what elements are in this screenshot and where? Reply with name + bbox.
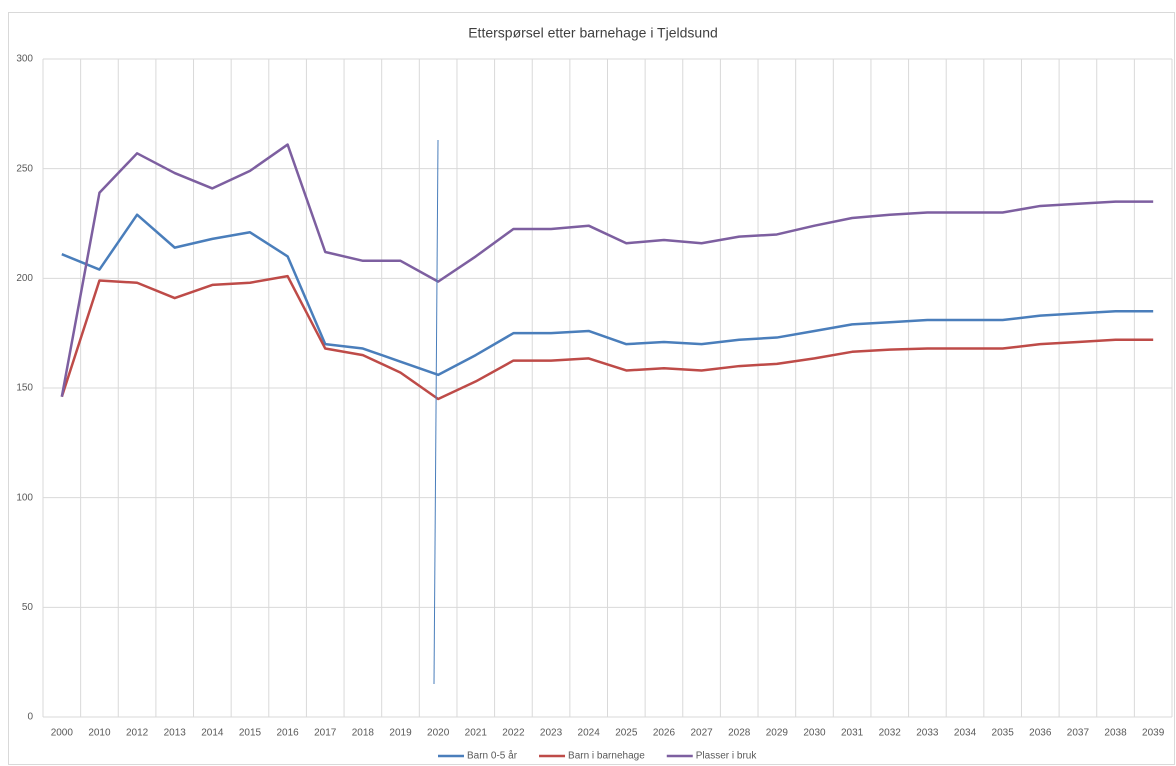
y-tick-label: 150 — [16, 383, 33, 394]
legend: Barn 0-5 år Barn i barnehage Plasser i bru… — [438, 750, 757, 762]
grid: 0 50 100 150 200 250 300 2000 2010 2012 2013 2014 20… — [16, 54, 1173, 739]
x-tick-label: 2037 — [1067, 728, 1090, 739]
x-tick-label: 2012 — [126, 728, 149, 739]
legend-label: Plasser i bruk — [696, 751, 758, 762]
x-tick-label: 2022 — [502, 728, 525, 739]
x-tick-label: 2016 — [276, 728, 299, 739]
x-tick-label: 2025 — [615, 728, 638, 739]
x-tick-label: 2017 — [314, 728, 337, 739]
series-line — [61, 213, 1154, 377]
x-tick-label: 2039 — [1142, 728, 1165, 739]
x-tick-label: 2015 — [239, 728, 262, 739]
legend-label: Barn i barnehage — [568, 751, 645, 762]
x-tick-label: 2032 — [879, 728, 902, 739]
y-tick-label: 0 — [27, 712, 33, 723]
x-tick-label: 2030 — [803, 728, 826, 739]
y-tick-label: 200 — [16, 273, 33, 284]
x-tick-label: 2000 — [51, 728, 74, 739]
x-tick-label: 2010 — [88, 728, 111, 739]
x-tick-label: 2038 — [1104, 728, 1127, 739]
y-tick-label: 250 — [16, 163, 33, 174]
series-line — [60, 274, 1154, 401]
y-tick-label: 300 — [16, 54, 33, 65]
x-tick-label: 2034 — [954, 728, 977, 739]
x-tick-label: 2035 — [992, 728, 1015, 739]
x-tick-label: 2018 — [352, 728, 375, 739]
x-tick-label: 2036 — [1029, 728, 1052, 739]
x-tick-label: 2014 — [201, 728, 224, 739]
x-tick-label: 2026 — [653, 728, 676, 739]
x-tick-label: 2013 — [164, 728, 187, 739]
x-tick-label: 2033 — [916, 728, 939, 739]
plot — [60, 143, 1154, 401]
x-tick-label: 2028 — [728, 728, 751, 739]
x-tick-label: 2020 — [427, 728, 450, 739]
x-tick-label: 2021 — [465, 728, 488, 739]
legend-label: Barn 0-5 år — [467, 750, 518, 762]
x-tick-label: 2027 — [690, 728, 713, 739]
x-tick-label: 2024 — [578, 728, 601, 739]
marker-line — [433, 139, 439, 685]
y-tick-label: 50 — [22, 602, 34, 613]
x-tick-label: 2031 — [841, 728, 864, 739]
x-tick-label: 2023 — [540, 728, 563, 739]
x-tick-label: 2019 — [389, 728, 412, 739]
x-tick-label: 2029 — [766, 728, 789, 739]
series-line — [60, 143, 1154, 397]
chart-title: Etterspørsel etter barnehage i Tjeldsund — [468, 25, 718, 41]
y-tick-label: 100 — [16, 492, 33, 503]
